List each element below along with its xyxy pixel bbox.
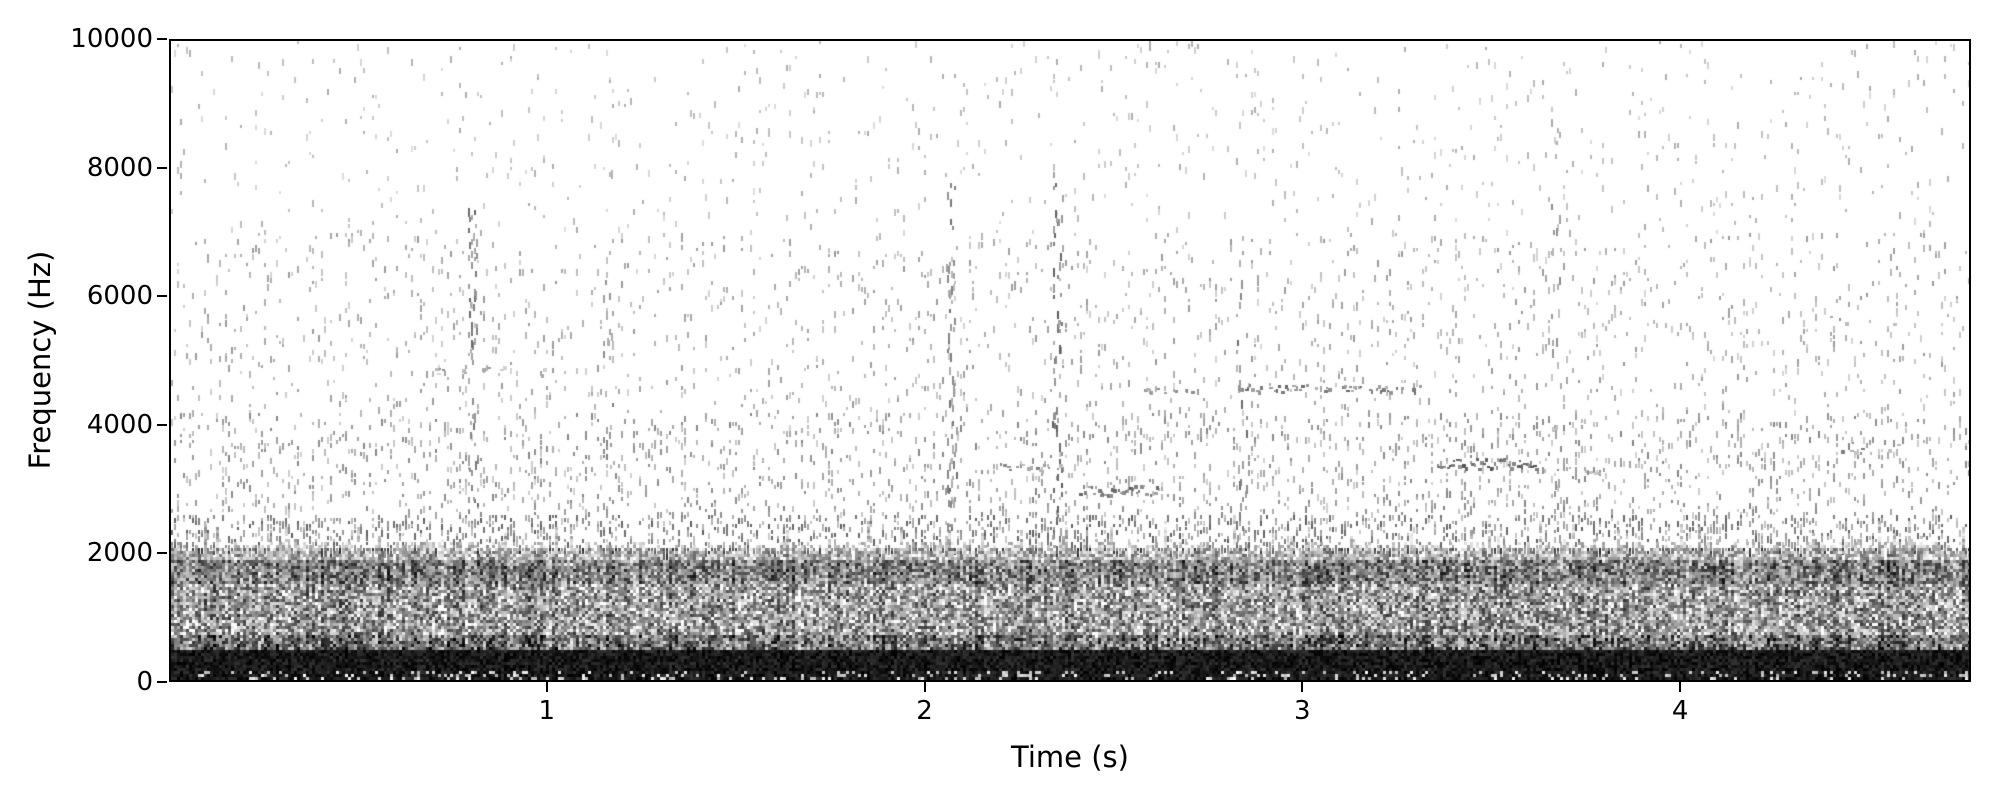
y-tick-label: 4000 <box>86 409 153 440</box>
y-tick-label: 6000 <box>86 281 153 312</box>
x-axis-label: Time (s) <box>1011 740 1129 774</box>
x-tick-mark <box>1679 682 1682 692</box>
y-tick-mark <box>157 38 167 40</box>
y-tick-mark <box>157 166 167 169</box>
x-tick-label: 4 <box>1671 696 1689 726</box>
x-tick-label: 3 <box>1294 696 1311 726</box>
plot-area <box>169 39 1971 682</box>
x-tick-label: 2 <box>916 696 933 726</box>
x-tick-mark <box>923 682 926 692</box>
spectrogram-canvas <box>171 41 1969 680</box>
y-tick-label: 2000 <box>86 538 153 569</box>
x-tick-mark <box>545 682 548 692</box>
x-tick-mark <box>1301 682 1304 692</box>
y-tick-label: 0 <box>136 667 153 697</box>
y-tick-mark <box>157 295 167 298</box>
y-tick-mark <box>157 423 167 426</box>
y-tick-label: 10000 <box>70 24 153 54</box>
y-tick-label: 8000 <box>86 152 153 183</box>
y-tick-mark <box>157 681 167 683</box>
x-tick-label: 1 <box>538 696 556 726</box>
y-tick-mark <box>157 552 167 555</box>
